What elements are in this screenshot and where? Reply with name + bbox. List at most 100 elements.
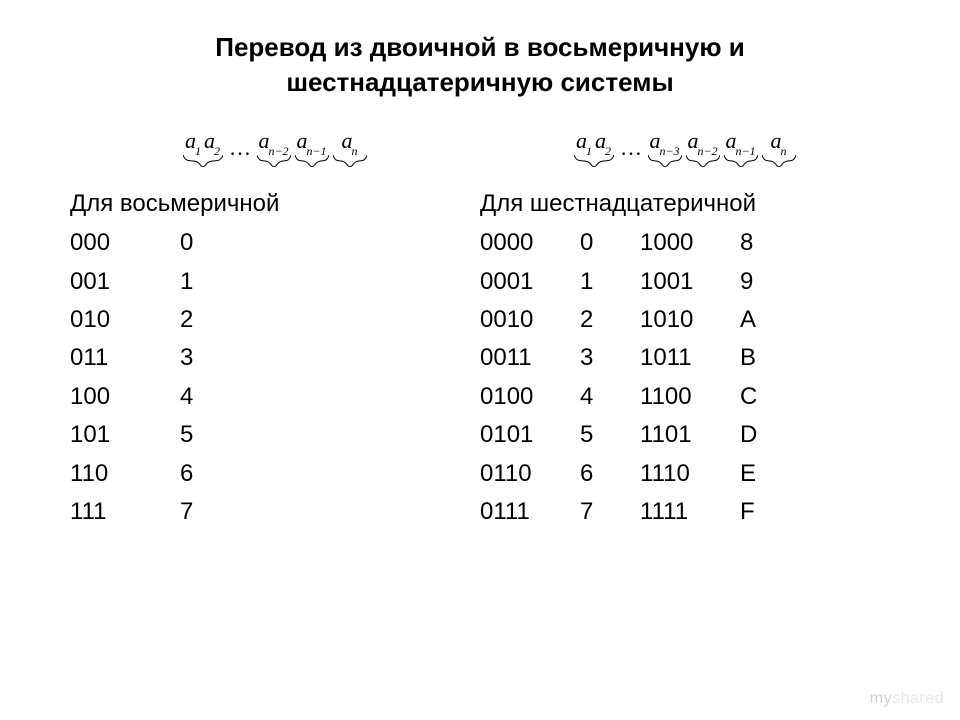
title-line-2: шестнадцатеричную системы [286, 67, 673, 97]
hex-bin2-cell: 1010 [640, 301, 740, 339]
hex-val1-cell: 1 [580, 263, 640, 301]
hex-val1-cell: 3 [580, 339, 640, 377]
oct-val-cell: 6 [180, 455, 240, 493]
oct-val-cell: 0 [180, 224, 240, 262]
oct-val-cell: 3 [180, 339, 240, 377]
formula-row: a1a2 … an−2 an−1 an a1a2 … an−3 an−2 an−… [70, 120, 890, 180]
hex-val2-cell: C [740, 378, 800, 416]
hex-bin2-cell: 1111 [640, 493, 740, 531]
oct-bin-cell: 111 [70, 493, 180, 531]
table-row: 1106 [70, 455, 480, 493]
table-row: 0000010008 [480, 224, 890, 262]
formula-symbol: an−3 [649, 128, 680, 157]
hex-val1-cell: 4 [580, 378, 640, 416]
table-row: 0113 [70, 339, 480, 377]
formula-group: an−1 [295, 131, 329, 169]
formula-group: an [762, 131, 796, 169]
hex-val1-cell: 0 [580, 224, 640, 262]
watermark-part1: my [870, 690, 892, 707]
hex-bin1-cell: 0111 [480, 493, 580, 531]
hex-formula: a1a2 … an−3 an−2 an−1 an [574, 131, 796, 169]
oct-bin-cell: 001 [70, 263, 180, 301]
table-row: 1015 [70, 416, 480, 454]
hex-val1-cell: 5 [580, 416, 640, 454]
hex-heading: Для шестнадцатеричной [480, 190, 890, 218]
columns: Для восьмеричной 00000011010201131004101… [70, 190, 890, 531]
formula-group: an [333, 131, 367, 169]
hex-bin1-cell: 0101 [480, 416, 580, 454]
formula-symbol: a2 [595, 128, 612, 157]
hex-bin2-cell: 1110 [640, 455, 740, 493]
oct-bin-cell: 110 [70, 455, 180, 493]
hex-formula-cell: a1a2 … an−3 an−2 an−1 an [480, 120, 890, 180]
hex-bin2-cell: 1011 [640, 339, 740, 377]
table-row: 011061110E [480, 455, 890, 493]
slide: Перевод из двоичной в восьмеричную и шес… [0, 0, 960, 720]
hex-bin1-cell: 0110 [480, 455, 580, 493]
table-row: 0102 [70, 301, 480, 339]
formula-symbol: an−1 [296, 128, 327, 157]
oct-val-cell: 4 [180, 378, 240, 416]
hex-bin1-cell: 0011 [480, 339, 580, 377]
formula-group: an−2 [257, 131, 291, 169]
oct-bin-cell: 000 [70, 224, 180, 262]
hex-val2-cell: B [740, 339, 800, 377]
hex-val1-cell: 7 [580, 493, 640, 531]
watermark-part2: shared [892, 690, 944, 707]
hex-val2-cell: 9 [740, 263, 800, 301]
oct-bin-cell: 011 [70, 339, 180, 377]
hex-bin1-cell: 0000 [480, 224, 580, 262]
oct-val-cell: 5 [180, 416, 240, 454]
formula-group: a1a2 [183, 131, 223, 169]
table-row: 1004 [70, 378, 480, 416]
hex-val2-cell: A [740, 301, 800, 339]
watermark: myshared [870, 690, 944, 708]
octal-formula-cell: a1a2 … an−2 an−1 an [70, 120, 480, 180]
octal-heading: Для восьмеричной [70, 190, 480, 218]
formula-group: an−1 [724, 131, 758, 169]
hex-bin1-cell: 0010 [480, 301, 580, 339]
formula-symbol: an−1 [725, 128, 756, 157]
formula-symbol: a2 [204, 128, 221, 157]
table-row: 0001110019 [480, 263, 890, 301]
hex-val1-cell: 2 [580, 301, 640, 339]
oct-val-cell: 1 [180, 263, 240, 301]
hex-val1-cell: 6 [580, 455, 640, 493]
table-row: 001021010A [480, 301, 890, 339]
formula-symbol: an [771, 128, 788, 157]
formula-symbol: an [342, 128, 359, 157]
hex-val2-cell: D [740, 416, 800, 454]
table-row: 010041100C [480, 378, 890, 416]
page-title: Перевод из двоичной в восьмеричную и шес… [70, 30, 890, 100]
hex-table: 00000100080001110019001021010A001131011B… [480, 224, 890, 531]
octal-column: Для восьмеричной 00000011010201131004101… [70, 190, 480, 531]
hex-bin2-cell: 1000 [640, 224, 740, 262]
octal-table: 00000011010201131004101511061117 [70, 224, 480, 531]
hex-val2-cell: F [740, 493, 800, 531]
octal-formula: a1a2 … an−2 an−1 an [183, 131, 367, 169]
formula-group: an−2 [686, 131, 720, 169]
table-row: 001131011B [480, 339, 890, 377]
hex-column: Для шестнадцатеричной 000001000800011100… [480, 190, 890, 531]
underbrace-icon [762, 155, 796, 169]
title-line-1: Перевод из двоичной в восьмеричную и [215, 32, 744, 62]
formula-group: an−3 [648, 131, 682, 169]
underbrace-icon [333, 155, 367, 169]
hex-bin2-cell: 1001 [640, 263, 740, 301]
ellipsis: … [618, 137, 644, 163]
oct-bin-cell: 100 [70, 378, 180, 416]
hex-bin1-cell: 0001 [480, 263, 580, 301]
table-row: 011171111F [480, 493, 890, 531]
table-row: 1117 [70, 493, 480, 531]
hex-val2-cell: 8 [740, 224, 800, 262]
oct-bin-cell: 010 [70, 301, 180, 339]
hex-val2-cell: E [740, 455, 800, 493]
formula-symbol: a1 [576, 128, 593, 157]
table-row: 010151101D [480, 416, 890, 454]
formula-group: a1a2 [574, 131, 614, 169]
ellipsis: … [227, 137, 253, 163]
hex-bin2-cell: 1101 [640, 416, 740, 454]
formula-symbol: a1 [185, 128, 202, 157]
oct-val-cell: 2 [180, 301, 240, 339]
table-row: 0011 [70, 263, 480, 301]
